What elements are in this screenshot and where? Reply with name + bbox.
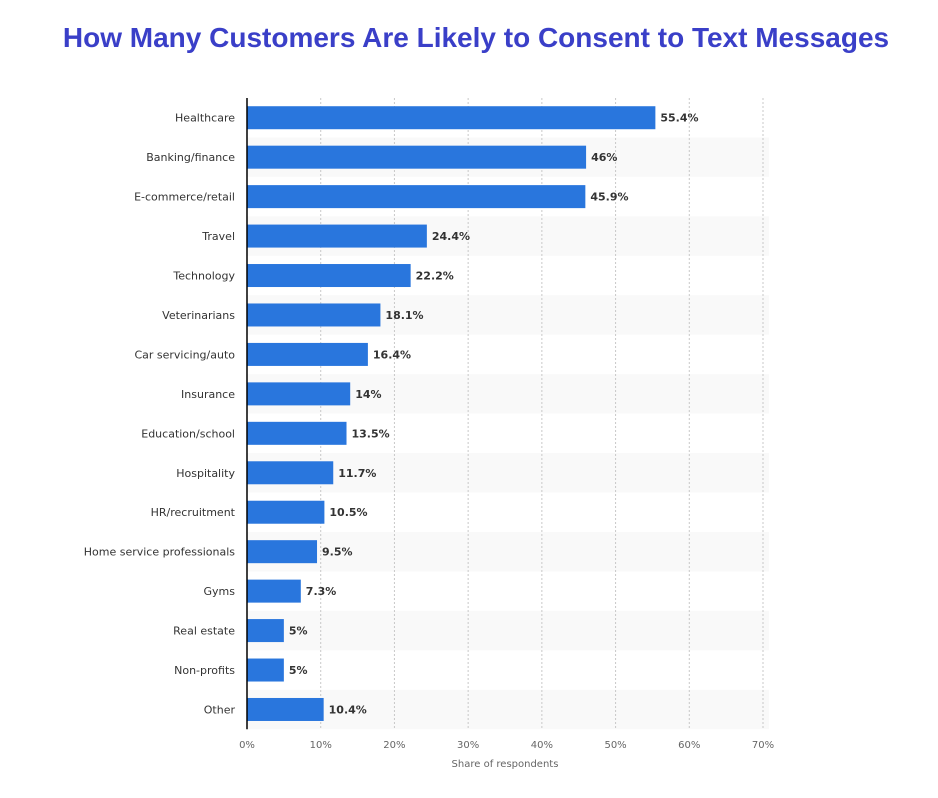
x-tick-label: 40% — [531, 740, 553, 751]
x-tick-label: 20% — [383, 740, 405, 751]
bar — [247, 342, 368, 366]
bar — [247, 382, 351, 406]
data-label: 24.4% — [432, 230, 470, 243]
bar — [247, 500, 325, 524]
category-label: Home service professionals — [84, 546, 236, 559]
category-label: Veterinarians — [162, 309, 235, 322]
x-tick-label: 30% — [457, 740, 479, 751]
category-label: Real estate — [173, 625, 235, 638]
bar — [247, 421, 347, 445]
x-tick-label: 0% — [239, 740, 255, 751]
chart-title: How Many Customers Are Likely to Consent… — [62, 22, 890, 53]
bar — [247, 264, 411, 288]
data-label: 10.4% — [329, 703, 367, 716]
category-label: HR/recruitment — [151, 506, 236, 519]
row-band — [247, 610, 769, 651]
bar — [247, 579, 301, 603]
data-label: 13.5% — [352, 427, 390, 440]
bar — [247, 461, 334, 485]
category-label: Hospitality — [176, 467, 235, 480]
data-label: 45.9% — [590, 191, 628, 204]
data-label: 46% — [591, 151, 617, 164]
bar — [247, 224, 427, 248]
data-label: 14% — [355, 388, 381, 401]
category-label: Other — [204, 703, 236, 716]
data-label: 5% — [289, 625, 308, 638]
category-label: Healthcare — [175, 112, 235, 125]
category-label: Travel — [201, 230, 235, 243]
data-label: 10.5% — [329, 506, 367, 519]
bar — [247, 106, 656, 130]
x-tick-label: 60% — [678, 740, 700, 751]
x-tick-label: 10% — [310, 740, 332, 751]
data-label: 55.4% — [660, 112, 698, 125]
row-band — [247, 689, 769, 730]
bar — [247, 658, 284, 682]
bar — [247, 540, 318, 564]
row-band — [247, 531, 769, 572]
bar — [247, 697, 324, 721]
bar — [247, 619, 284, 643]
data-label: 5% — [289, 664, 308, 677]
category-label: Technology — [172, 270, 235, 283]
category-label: Education/school — [141, 427, 235, 440]
data-label: 18.1% — [385, 309, 423, 322]
category-label: Non-profits — [174, 664, 235, 677]
bar — [247, 303, 381, 327]
data-label: 16.4% — [373, 348, 411, 361]
data-label: 22.2% — [416, 270, 454, 283]
category-label: Banking/finance — [146, 151, 235, 164]
category-label: Insurance — [181, 388, 235, 401]
data-label: 11.7% — [338, 467, 376, 480]
category-label: Car servicing/auto — [134, 348, 235, 361]
x-axis-label: Share of respondents — [452, 759, 559, 770]
bar — [247, 145, 587, 169]
x-tick-label: 50% — [604, 740, 626, 751]
row-band — [247, 453, 769, 493]
bar — [247, 185, 586, 209]
category-label: E-commerce/retail — [134, 191, 235, 204]
data-label: 9.5% — [322, 546, 353, 559]
x-tick-label: 70% — [752, 740, 774, 751]
data-label: 7.3% — [306, 585, 337, 598]
category-label: Gyms — [204, 585, 236, 598]
